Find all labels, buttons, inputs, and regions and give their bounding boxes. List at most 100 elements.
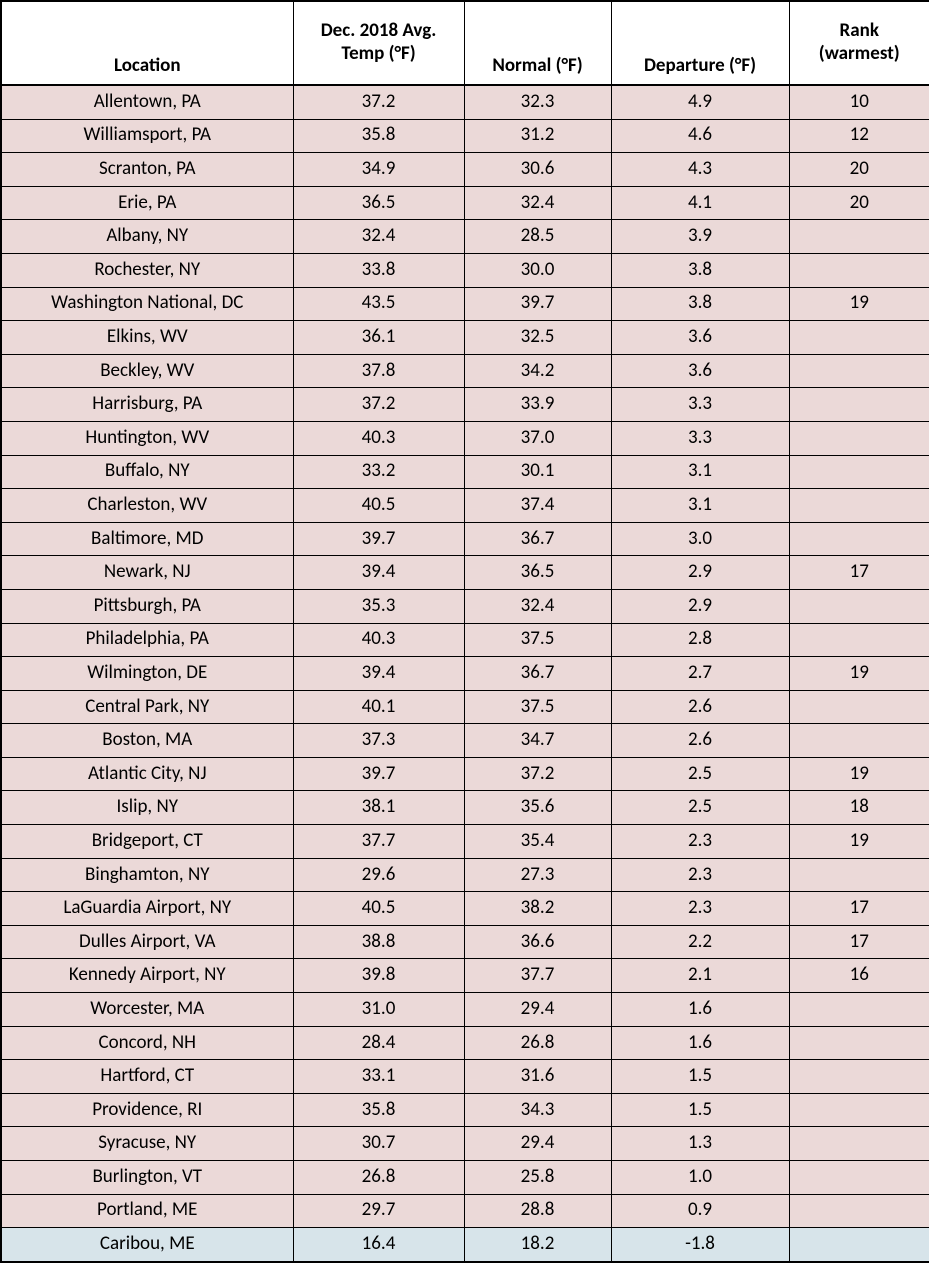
table-cell: 30.0 [464,253,611,287]
table-row: Wilmington, DE39.436.72.719 [1,657,929,691]
table-cell [789,253,929,287]
table-row: Williamsport, PA35.831.24.612 [1,119,929,153]
table-cell: 26.8 [293,1161,464,1195]
table-header: Location Dec. 2018 Avg. Temp (°F) Normal… [1,1,929,85]
table-cell: 37.0 [464,421,611,455]
table-cell [789,354,929,388]
table-cell: 37.8 [293,354,464,388]
table-cell: 39.8 [293,959,464,993]
table-cell: 26.8 [464,1026,611,1060]
table-cell: 17 [789,925,929,959]
table-cell: Erie, PA [1,186,293,220]
col-header-label: Location [114,54,181,77]
table-cell [789,421,929,455]
table-cell: Beckley, WV [1,354,293,388]
table-row: Washington National, DC43.539.73.819 [1,287,929,321]
table-cell [789,455,929,489]
table-cell: 3.1 [611,455,789,489]
table-cell [789,1127,929,1161]
table-cell: Charleston, WV [1,489,293,523]
table-cell: 34.7 [464,724,611,758]
table-cell: Hartford, CT [1,1060,293,1094]
table-cell: 17 [789,892,929,926]
table-cell: Newark, NJ [1,556,293,590]
table-cell: 2.8 [611,623,789,657]
table-cell: 34.9 [293,153,464,187]
table-cell: 40.1 [293,690,464,724]
table-cell: 40.5 [293,892,464,926]
table-cell [789,1161,929,1195]
table-row: Scranton, PA34.930.64.320 [1,153,929,187]
table-cell: Washington National, DC [1,287,293,321]
table-cell: 37.2 [293,388,464,422]
table-cell: Huntington, WV [1,421,293,455]
table-row: Beckley, WV37.834.23.6 [1,354,929,388]
table-cell: Boston, MA [1,724,293,758]
table-cell [789,220,929,254]
table-cell: 2.3 [611,892,789,926]
col-header-normal: Normal (°F) [464,1,611,85]
table-cell: 38.1 [293,791,464,825]
table-row: Pittsburgh, PA35.332.42.9 [1,589,929,623]
table-cell: 4.6 [611,119,789,153]
table-cell: 10 [789,85,929,119]
col-header-label: Departure (°F) [644,54,756,77]
table-cell: 3.0 [611,522,789,556]
table-row: Erie, PA36.532.44.120 [1,186,929,220]
table-cell: 32.4 [464,186,611,220]
table-cell: Islip, NY [1,791,293,825]
table-cell: 3.3 [611,421,789,455]
table-row: Kennedy Airport, NY39.837.72.116 [1,959,929,993]
table-cell: 1.3 [611,1127,789,1161]
table-cell: Caribou, ME [1,1228,293,1262]
table-cell: 36.6 [464,925,611,959]
table-cell: Albany, NY [1,220,293,254]
table-cell: 36.7 [464,657,611,691]
table-cell: 0.9 [611,1194,789,1228]
table-row: Concord, NH28.426.81.6 [1,1026,929,1060]
table-cell: 32.4 [293,220,464,254]
table-cell: 2.5 [611,757,789,791]
table-cell: Concord, NH [1,1026,293,1060]
table-cell: Buffalo, NY [1,455,293,489]
table-cell: 36.7 [464,522,611,556]
table-cell: 30.1 [464,455,611,489]
table-cell [789,993,929,1027]
table-cell: 19 [789,657,929,691]
table-cell: Worcester, MA [1,993,293,1027]
table-cell: 39.7 [293,522,464,556]
table-cell: Bridgeport, CT [1,825,293,859]
table-cell: Central Park, NY [1,690,293,724]
table-cell [789,623,929,657]
table-cell: 34.2 [464,354,611,388]
table-row: Syracuse, NY30.729.41.3 [1,1127,929,1161]
table-row: Atlantic City, NJ39.737.22.519 [1,757,929,791]
table-cell: 34.3 [464,1093,611,1127]
table-row: Providence, RI35.834.31.5 [1,1093,929,1127]
table-row: Boston, MA37.334.72.6 [1,724,929,758]
table-row: Harrisburg, PA37.233.93.3 [1,388,929,422]
table-cell: 19 [789,825,929,859]
table-cell: 19 [789,287,929,321]
table-cell: Burlington, VT [1,1161,293,1195]
table-cell: 4.3 [611,153,789,187]
table-cell [789,489,929,523]
table-cell: 4.1 [611,186,789,220]
table-cell: 37.3 [293,724,464,758]
table-cell: 31.0 [293,993,464,1027]
col-header-departure: Departure (°F) [611,1,789,85]
table-cell: 40.3 [293,623,464,657]
table-cell [789,388,929,422]
table-cell: Dulles Airport, VA [1,925,293,959]
table-cell [789,522,929,556]
table-cell: 3.9 [611,220,789,254]
table-cell: 36.1 [293,321,464,355]
table-cell: 37.2 [464,757,611,791]
col-header-rank: Rank (warmest) [789,1,929,85]
table-cell: 18.2 [464,1228,611,1262]
table-cell: Harrisburg, PA [1,388,293,422]
table-cell: 39.4 [293,556,464,590]
table-cell: 3.3 [611,388,789,422]
table-cell: Kennedy Airport, NY [1,959,293,993]
table-cell: 40.3 [293,421,464,455]
